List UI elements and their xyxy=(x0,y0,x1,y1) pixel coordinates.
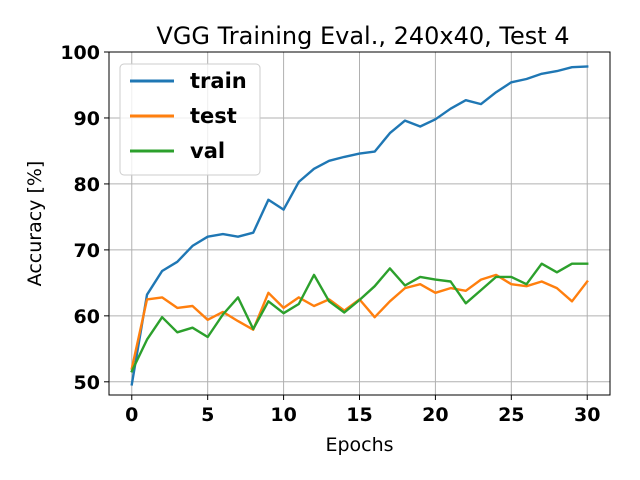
legend-label-val: val xyxy=(190,139,225,163)
y-tick-label: 100 xyxy=(60,42,100,64)
x-tick-label: 30 xyxy=(574,404,600,426)
y-tick-label: 70 xyxy=(74,240,100,262)
ticks: 0 5 10 15 20 25 30 50 60 70 80 90 100 xyxy=(60,42,600,426)
series-layer xyxy=(130,65,589,386)
y-tick-label: 90 xyxy=(74,108,100,130)
x-tick-label: 5 xyxy=(201,404,214,426)
y-tick-label: 60 xyxy=(74,306,100,328)
series-line-train xyxy=(130,65,589,386)
x-axis-label: Epochs xyxy=(325,434,393,456)
legend-items: train test val xyxy=(130,69,247,163)
y-axis-label: Accuracy [%] xyxy=(24,161,46,287)
x-tick-label: 25 xyxy=(498,404,524,426)
chart-title: VGG Training Eval., 240x40, Test 4 xyxy=(156,22,569,50)
legend: train test val xyxy=(119,63,261,176)
legend-label-test: test xyxy=(190,104,237,128)
x-tick-label: 0 xyxy=(125,404,138,426)
y-tick-label: 80 xyxy=(74,174,100,196)
legend-label-train: train xyxy=(190,69,247,93)
x-tick-label: 10 xyxy=(270,404,296,426)
series-line-val xyxy=(130,262,589,373)
grid xyxy=(109,51,610,395)
legend-box xyxy=(119,63,261,176)
x-tick-label: 20 xyxy=(422,404,448,426)
x-tick-label: 15 xyxy=(346,404,372,426)
y-tick-label: 50 xyxy=(74,372,100,394)
